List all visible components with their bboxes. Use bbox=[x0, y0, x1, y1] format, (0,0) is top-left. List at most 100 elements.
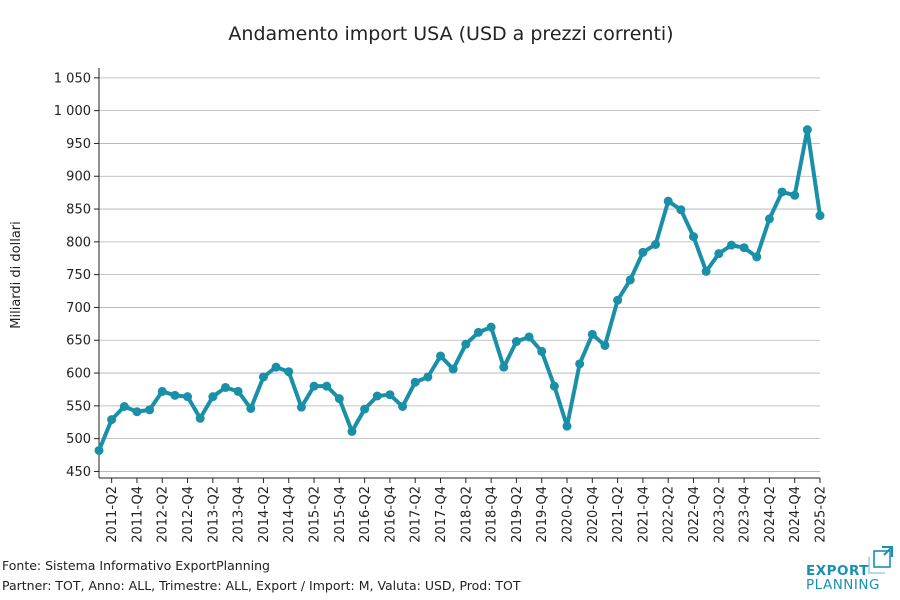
data-point bbox=[600, 340, 610, 350]
x-tick-label: 2015-Q2 bbox=[308, 486, 323, 543]
data-point bbox=[448, 364, 458, 374]
data-point bbox=[638, 247, 648, 257]
y-tick-label: 850 bbox=[66, 203, 91, 218]
x-tick-label: 2014-Q4 bbox=[282, 486, 297, 543]
x-tick-label: 2015-Q4 bbox=[333, 486, 348, 543]
data-point bbox=[94, 445, 104, 455]
x-tick-label: 2020-Q2 bbox=[561, 486, 576, 543]
x-tick-label: 2019-Q4 bbox=[535, 486, 550, 543]
data-point bbox=[296, 402, 306, 412]
series bbox=[94, 125, 825, 455]
chart-title: Andamento import USA (USD a prezzi corre… bbox=[228, 23, 673, 45]
x-tick-label: 2011-Q2 bbox=[105, 486, 120, 543]
exportplanning-logo: EXPORT PLANNING bbox=[803, 543, 895, 595]
y-tick-label: 550 bbox=[66, 399, 91, 414]
x-tick-label: 2023-Q2 bbox=[712, 486, 727, 543]
data-point bbox=[549, 381, 559, 391]
x-tick-label: 2013-Q2 bbox=[206, 486, 221, 543]
data-point bbox=[436, 351, 446, 361]
gridlines bbox=[99, 77, 820, 472]
data-point bbox=[107, 415, 117, 425]
x-tick-label: 2017-Q4 bbox=[434, 486, 449, 543]
data-point bbox=[511, 337, 521, 347]
data-point bbox=[663, 196, 673, 206]
data-point bbox=[764, 214, 774, 224]
data-point bbox=[309, 381, 319, 391]
data-point bbox=[689, 232, 699, 242]
data-point bbox=[271, 362, 281, 372]
x-tick-label: 2011-Q4 bbox=[130, 486, 145, 543]
data-point bbox=[195, 413, 205, 423]
data-point bbox=[701, 266, 711, 276]
data-point bbox=[246, 403, 256, 413]
data-point bbox=[145, 405, 155, 415]
x-axis-ticks: 2011-Q2 2011-Q4 2012-Q2 2012-Q4 2013-Q2 2013-… bbox=[105, 478, 829, 543]
y-axis-label: Miliardi di dollari bbox=[9, 221, 24, 328]
data-point bbox=[575, 359, 585, 369]
data-point bbox=[473, 327, 483, 337]
y-tick-label: 450 bbox=[66, 465, 91, 480]
data-point bbox=[739, 243, 749, 253]
x-tick-label: 2017-Q2 bbox=[409, 486, 424, 543]
data-point bbox=[486, 322, 496, 332]
x-tick-label: 2016-Q2 bbox=[358, 486, 373, 543]
data-point bbox=[524, 332, 534, 342]
x-tick-label: 2012-Q2 bbox=[156, 486, 171, 543]
data-point bbox=[347, 426, 357, 436]
y-tick-label: 500 bbox=[66, 432, 91, 447]
data-point bbox=[777, 187, 787, 197]
logo-text-export: EXPORT bbox=[806, 563, 869, 579]
data-point bbox=[372, 391, 382, 401]
x-tick-label: 2018-Q2 bbox=[459, 486, 474, 543]
data-point bbox=[802, 125, 812, 135]
data-point bbox=[398, 401, 408, 411]
x-tick-label: 2014-Q2 bbox=[257, 486, 272, 543]
data-point bbox=[220, 382, 230, 392]
data-point bbox=[587, 329, 597, 339]
series-line bbox=[97, 127, 822, 453]
x-tick-label: 2024-Q2 bbox=[763, 486, 778, 543]
y-tick-label: 950 bbox=[66, 137, 91, 152]
y-tick-label: 750 bbox=[66, 268, 91, 283]
data-point bbox=[208, 392, 218, 402]
data-point bbox=[322, 381, 332, 391]
data-point bbox=[233, 386, 243, 396]
x-tick-label: 2019-Q2 bbox=[510, 486, 525, 543]
x-tick-label: 2018-Q4 bbox=[485, 486, 500, 543]
y-tick-label: 700 bbox=[66, 301, 91, 316]
data-point bbox=[676, 205, 686, 215]
data-point bbox=[752, 252, 762, 262]
y-tick-label: 1 000 bbox=[54, 104, 91, 119]
y-axis-ticks: 450 500 550 600 650 700 750 800 850 900 950 1 000 1 … bbox=[54, 71, 99, 480]
x-tick-label: 2021-Q4 bbox=[636, 486, 651, 543]
y-tick-label: 800 bbox=[66, 235, 91, 250]
x-tick-label: 2024-Q4 bbox=[788, 486, 803, 543]
x-tick-label: 2022-Q4 bbox=[687, 486, 702, 543]
x-tick-label: 2025-Q2 bbox=[814, 486, 829, 543]
x-tick-label: 2013-Q4 bbox=[232, 486, 247, 543]
x-tick-label: 2022-Q2 bbox=[662, 486, 677, 543]
data-point bbox=[613, 295, 623, 305]
data-point bbox=[360, 404, 370, 414]
data-point bbox=[499, 362, 509, 372]
data-point bbox=[119, 401, 129, 411]
parameters-note: Partner: TOT, Anno: ALL, Trimestre: ALL,… bbox=[2, 578, 521, 593]
y-tick-label: 900 bbox=[66, 170, 91, 185]
data-point bbox=[651, 239, 661, 249]
data-point bbox=[258, 372, 268, 382]
axes bbox=[98, 68, 820, 479]
data-point bbox=[625, 275, 635, 285]
x-tick-label: 2016-Q4 bbox=[383, 486, 398, 543]
data-point bbox=[183, 392, 193, 402]
y-tick-label: 1 050 bbox=[54, 71, 91, 86]
source-note: Fonte: Sistema Informativo ExportPlannin… bbox=[2, 558, 270, 573]
data-point bbox=[815, 211, 825, 221]
x-tick-label: 2021-Q2 bbox=[611, 486, 626, 543]
data-point bbox=[726, 240, 736, 250]
x-tick-label: 2012-Q4 bbox=[181, 486, 196, 543]
data-point bbox=[423, 372, 433, 382]
data-point bbox=[461, 339, 471, 349]
data-point bbox=[284, 367, 294, 377]
data-point bbox=[790, 190, 800, 200]
